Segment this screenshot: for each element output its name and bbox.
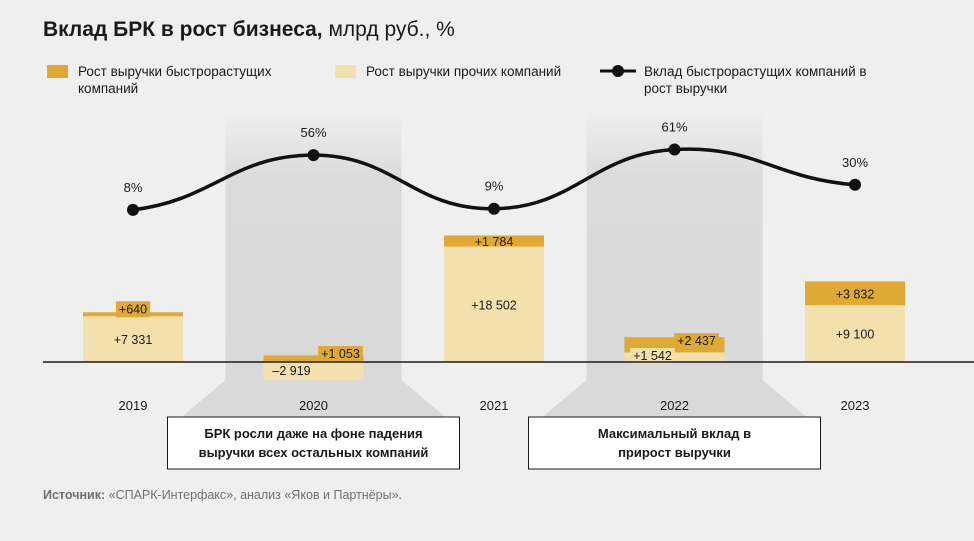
- bar-label-fast-2022: +2 437: [677, 334, 716, 348]
- source-note: Источник: «СПАРК-Интерфакс», анализ «Яко…: [43, 488, 402, 502]
- bar-label-fast-2021: +1 784: [475, 235, 514, 249]
- callout-text-2022: Максимальный вклад в прирост выручки: [598, 426, 751, 460]
- line-label-2019: 8%: [124, 180, 143, 195]
- bar-other-2019: [83, 316, 183, 362]
- bar-label-fast-2019: +640: [119, 302, 147, 316]
- line-point-2023: [849, 178, 861, 191]
- bar-label-fast-2020: +1 053: [321, 347, 360, 361]
- line-point-2019: [127, 203, 139, 216]
- chart-title-main: Вклад БРК в рост бизнеса,: [43, 18, 323, 41]
- line-point-2021: [488, 202, 500, 215]
- line-label-2022: 61%: [661, 119, 687, 134]
- legend: Рост выручки быстрорастущих компаний Рос…: [0, 63, 974, 103]
- legend-label-line: Вклад быстрорастущих компаний в рост выр…: [644, 64, 867, 96]
- bar-label-fast-2023: +3 832: [836, 287, 875, 301]
- chart-canvas: +640 +7 331 2019 +1 053 –2 919 2020 +1 784 +18 …: [43, 110, 974, 470]
- highlight-connector-2022: [542, 380, 807, 417]
- bar-fast-2023: [805, 281, 905, 306]
- chart-title: Вклад БРК в рост бизнеса, млрд руб., %: [43, 18, 455, 42]
- legend-swatch-fast: [47, 65, 68, 78]
- bar-fast-2020: [263, 355, 364, 362]
- bar-label-other-2020: –2 919: [272, 364, 310, 378]
- highlight-connector-2020: [181, 380, 446, 417]
- bar-label-fast-bg-2019: [115, 301, 151, 318]
- callout-box-2022: [528, 416, 821, 470]
- bar-label-other-2019: +7 331: [114, 333, 153, 347]
- bar-other-2023: [805, 305, 905, 362]
- bar-label-other-bg-2022: [630, 348, 675, 364]
- line-label-2020: 56%: [300, 125, 326, 140]
- legend-label-other: Рост выручки прочих компаний: [366, 64, 562, 79]
- x-tick-label-2020: 2020: [299, 398, 328, 413]
- x-tick-label-2023: 2023: [841, 398, 870, 413]
- bar-fast-2021: [444, 235, 544, 247]
- legend-line-marker-icon: [600, 65, 636, 77]
- bar-label-fast-bg-2020: [318, 346, 363, 362]
- bar-label-other-bg-2020: [269, 363, 314, 379]
- callout-box-2020: [167, 416, 460, 470]
- line-label-2023: 30%: [842, 155, 868, 170]
- bar-label-other-2023: +9 100: [836, 328, 875, 342]
- x-tick-label-2019: 2019: [119, 398, 148, 413]
- bar-other-2021: [444, 246, 544, 362]
- callout-text-2020: БРК росли даже на фоне падения выручки вс…: [199, 426, 429, 460]
- line-point-2020: [307, 149, 320, 162]
- legend-label-fast: Рост выручки быстрорастущих компаний: [78, 64, 272, 96]
- line-point-2022: [668, 143, 681, 156]
- x-tick-label-2022: 2022: [660, 398, 689, 413]
- source-label: Источник:: [43, 488, 106, 502]
- line-label-2021: 9%: [485, 179, 504, 194]
- x-tick-label-2021: 2021: [480, 398, 509, 413]
- bar-label-other-2022: +1 542: [633, 349, 672, 363]
- bar-label-fast-bg-2022: [674, 333, 719, 350]
- legend-swatch-other: [335, 65, 356, 78]
- bar-label-other-2021: +18 502: [471, 298, 517, 312]
- source-text: «СПАРК-Интерфакс», анализ «Яков и Партнё…: [105, 488, 403, 502]
- chart-title-unit: млрд руб., %: [322, 18, 455, 41]
